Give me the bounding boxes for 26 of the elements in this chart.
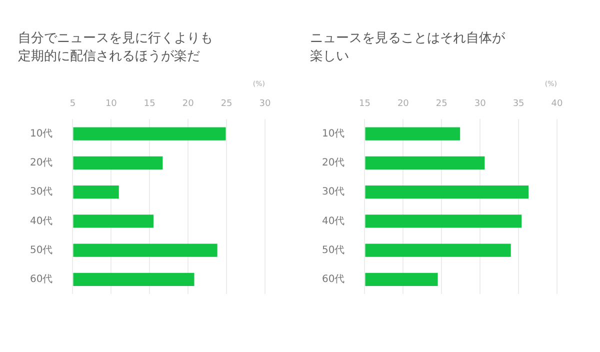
y-tick-label: 10代: [30, 128, 53, 140]
y-tick-label: 40代: [322, 216, 345, 227]
chart-title: 自分でニュースを見に行くよりも定期的に配信されるほうが楽だ: [18, 30, 214, 66]
y-tick-label: 30代: [30, 186, 53, 198]
y-tick-label: 30代: [322, 186, 345, 198]
x-tick-label: 15: [144, 99, 156, 110]
y-tick-label: 60代: [30, 274, 53, 286]
y-tick-label: 50代: [322, 244, 345, 256]
x-tick-label: 30: [474, 99, 486, 110]
y-tick-label: 20代: [322, 157, 345, 168]
chart-title: ニュースを見ることはそれ自体が楽しい: [310, 30, 506, 66]
y-tick-label: 50代: [30, 244, 53, 256]
x-tick-label: 40: [551, 99, 563, 110]
x-tick-label: 15: [359, 99, 370, 110]
x-tick-label: 20: [397, 99, 410, 110]
x-tick-label: 25: [220, 99, 232, 110]
x-tick-label: 25: [436, 99, 448, 110]
y-tick-label: 40代: [30, 216, 53, 227]
x-tick-label: 35: [512, 99, 524, 110]
y-tick-label: 20代: [30, 157, 53, 168]
x-tick-label: 30: [259, 99, 271, 110]
x-tick-label: 10: [105, 99, 118, 110]
y-tick-label: 10代: [322, 128, 345, 140]
x-tick-label: 5: [70, 99, 76, 110]
x-tick-label: 20: [182, 99, 194, 110]
y-tick-label: 60代: [322, 274, 345, 286]
